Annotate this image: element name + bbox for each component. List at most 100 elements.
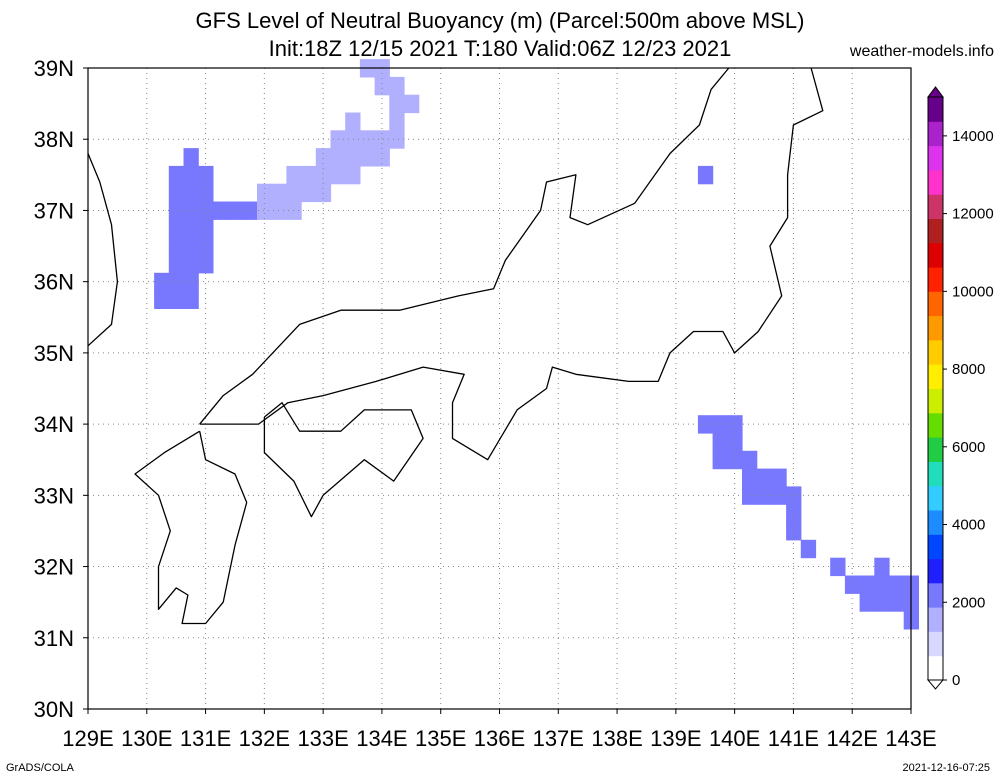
lon-tick-label: 137E [533,726,584,751]
colorbar-tick-label: 8000 [952,361,985,378]
lon-tick-label: 136E [474,726,525,751]
colorbar-segment [928,145,943,171]
buoyancy-cell [889,575,905,594]
buoyancy-cell [257,201,273,220]
buoyancy-cell [168,255,185,274]
lon-tick-label: 134E [356,726,407,751]
lat-tick-label: 39N [34,56,74,81]
lon-tick-label: 131E [180,726,231,751]
buoyancy-cell [330,148,346,167]
coastline [87,153,119,347]
lon-tick-label: 142E [827,726,878,751]
buoyancy-cell [889,593,905,612]
colorbar-tick-label: 14000 [952,128,994,145]
buoyancy-cell [183,255,199,274]
buoyancy-cell [183,201,199,220]
lon-tick-label: 139E [650,726,701,751]
buoyancy-cell [800,539,817,559]
buoyancy-cell [198,183,214,203]
lon-tick-label: 141E [768,726,819,751]
colorbar-segment [928,97,943,122]
buoyancy-cell [183,290,199,309]
colorbar-segment [928,461,943,487]
buoyancy-cell [359,130,376,149]
colorbar-segment [928,437,943,462]
colorbar-segment [928,291,943,317]
colorbar-min-arrow [926,679,945,690]
buoyancy-cell [198,255,214,274]
colorbar-tick-labels: 0 2000 4000 6000 8000 10000 12000 14000 [943,128,994,689]
colorbar-segment [928,485,943,511]
footer-timestamp: 2021-12-16-07:25 [902,762,990,774]
buoyancy-cell [874,575,890,594]
buoyancy-cell [168,290,185,309]
colorbar-segment [928,169,943,195]
buoyancy-cell [374,130,390,149]
colorbar-segment [928,607,943,632]
colorbar-tick-label: 2000 [952,594,985,611]
colorbar-segment [928,364,943,389]
colorbar-max-arrow [927,86,944,98]
buoyancy-cell [330,165,346,185]
buoyancy-cell [874,557,890,577]
chart-subtitle: Init:18Z 12/15 2021 T:180 Valid:06Z 12/2… [268,36,732,61]
buoyancy-cell [712,450,728,470]
lon-tick-label: 138E [591,726,642,751]
lat-tick-label: 34N [34,412,74,437]
colorbar-segment [928,339,943,365]
buoyancy-cell [727,433,743,452]
lat-tick-label: 33N [34,483,74,508]
chart-title: GFS Level of Neutral Buoyancy (m) (Parce… [195,8,805,33]
lon-tick-label: 132E [239,726,290,751]
buoyancy-cell [756,468,772,487]
buoyancy-cell [183,148,199,167]
buoyancy-cell [315,148,332,167]
colorbar-segment [928,655,943,681]
buoyancy-cell [389,112,405,131]
colorbar-tick-label: 6000 [952,439,985,456]
buoyancy-cell [756,486,772,505]
lon-tick-label: 135E [415,726,466,751]
lon-tick-labels: 129E 130E 131E 132E 133E 134E 135E 136E 137E 138E… [62,709,937,751]
colorbar-tick-label: 10000 [952,283,994,300]
lat-tick-label: 35N [34,341,74,366]
buoyancy-cell [359,148,376,167]
buoyancy-cell [697,165,714,185]
buoyancy-cell [168,201,185,220]
colorbar-tick-label: 12000 [952,206,994,223]
buoyancy-cell [154,272,170,292]
lat-tick-label: 32N [34,555,74,580]
colorbar-tick-label: 4000 [952,517,985,534]
buoyancy-cell [198,237,214,256]
buoyancy-cell [859,593,875,612]
buoyancy-cell [742,468,758,487]
buoyancy-cell [771,468,787,487]
buoyancy-cell [212,201,229,220]
buoyancy-cell [183,237,199,256]
buoyancy-cell [198,165,214,185]
buoyancy-cell [286,165,302,185]
buoyancy-cell [786,522,802,541]
lat-tick-label: 30N [34,697,74,722]
buoyancy-cell [315,183,332,203]
buoyancy-cell [712,433,728,452]
buoyancy-cell [389,94,405,114]
lon-tick-label: 140E [709,726,760,751]
colorbar-segment [928,558,943,584]
buoyancy-cell [183,165,199,185]
colorbar-segment [928,510,943,535]
buoyancy-cells [154,59,919,630]
buoyancy-cell [168,219,185,238]
coastline [134,430,248,625]
buoyancy-cell [874,593,890,612]
lat-tick-labels: 30N 31N 32N 33N 34N 35N 36N 37N 38N 39N [34,56,88,722]
buoyancy-cell [183,219,199,238]
colorbar-segment [928,194,943,219]
buoyancy-cell [183,183,199,203]
colorbar-segment [928,267,943,292]
buoyancy-cell [374,148,390,167]
colorbar-segment [928,631,943,657]
colorbar-segment [928,534,943,560]
buoyancy-cell [168,165,185,185]
